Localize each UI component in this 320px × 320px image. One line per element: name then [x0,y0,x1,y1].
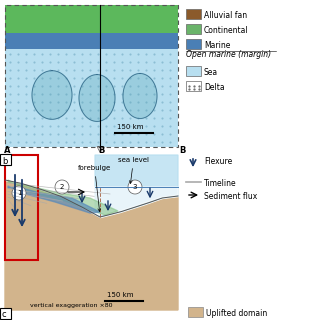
Bar [5,33,178,49]
Bar [186,9,201,19]
Text: Delta: Delta [204,83,225,92]
Text: 1: 1 [17,190,21,196]
Text: Timeline: Timeline [204,179,236,188]
Bar [5,5,178,147]
Bar [0,154,11,165]
Text: Marine: Marine [204,41,230,50]
Text: 150 km: 150 km [117,124,143,130]
Polygon shape [123,74,157,118]
Circle shape [55,180,69,194]
Text: 150 km: 150 km [107,292,133,298]
Bar [5,155,38,260]
Text: Sea: Sea [204,68,218,77]
Bar [5,5,178,33]
Text: Uplifted domain: Uplifted domain [206,309,267,318]
Text: forebulge: forebulge [78,165,111,212]
Circle shape [128,180,142,194]
Text: b: b [2,157,7,166]
Polygon shape [8,180,118,215]
Polygon shape [79,75,115,121]
Text: 2: 2 [60,184,64,190]
Polygon shape [95,155,178,217]
Text: A: A [4,146,11,155]
Polygon shape [5,180,178,310]
Bar [5,5,178,147]
Bar [186,66,201,76]
Bar [186,24,201,34]
Text: 3: 3 [133,184,137,190]
Text: c: c [2,310,7,319]
Bar [186,39,201,49]
Text: sea level: sea level [118,157,149,183]
Text: vertical exaggeration ×80: vertical exaggeration ×80 [30,303,113,308]
Circle shape [12,186,26,200]
Bar [188,307,203,317]
Polygon shape [93,187,178,215]
Text: Flexure: Flexure [204,157,232,166]
Text: B: B [98,146,104,155]
Text: Open marine (margin): Open marine (margin) [186,50,271,59]
Text: Sediment flux: Sediment flux [204,192,257,201]
Text: Alluvial fan: Alluvial fan [204,11,247,20]
Text: B: B [179,146,185,155]
Bar [0,308,11,319]
Bar [186,81,201,91]
Text: Continental: Continental [204,26,249,35]
Polygon shape [8,186,100,213]
Polygon shape [32,71,72,119]
